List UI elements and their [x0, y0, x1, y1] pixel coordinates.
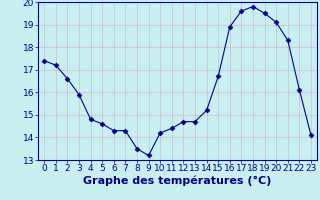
X-axis label: Graphe des températures (°C): Graphe des températures (°C)	[84, 176, 272, 186]
